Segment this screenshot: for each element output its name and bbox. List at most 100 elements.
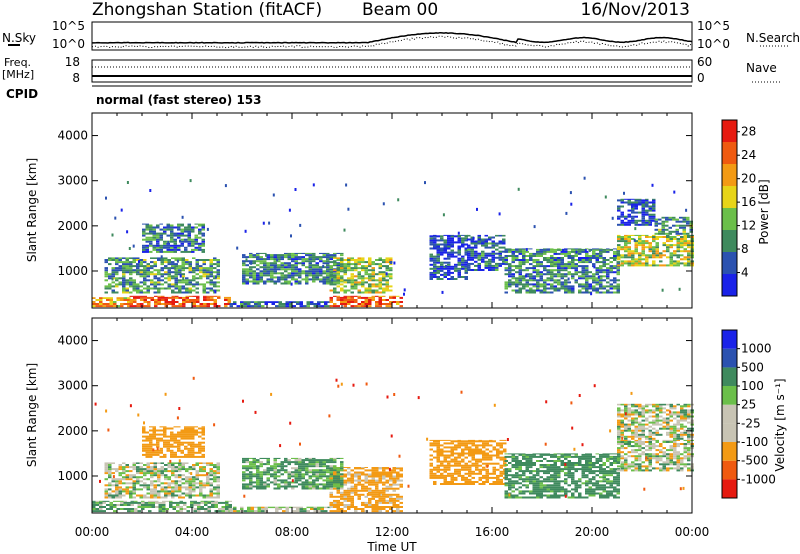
velocity-cell <box>209 474 213 477</box>
velocity-cell <box>399 510 403 513</box>
power-cell <box>280 266 284 269</box>
power-cell <box>666 238 670 240</box>
power-cell <box>122 285 126 288</box>
velocity-cell <box>291 471 295 474</box>
velocity-cell <box>104 492 108 495</box>
velocity-cell <box>132 476 136 479</box>
velocity-cell <box>156 443 160 446</box>
power-cell <box>106 305 110 308</box>
velocity-cell <box>145 437 149 440</box>
power-cell <box>129 263 133 266</box>
velocity-cell <box>170 427 174 430</box>
power-cell <box>174 271 178 274</box>
power-cell <box>185 267 189 270</box>
velocity-cell <box>375 510 379 513</box>
power-cell <box>166 244 170 247</box>
power-cell <box>199 269 203 272</box>
velocity-cell <box>109 504 113 506</box>
power-cell <box>185 277 189 280</box>
power-cell <box>270 256 274 259</box>
velocity-cell <box>192 494 196 497</box>
power-cell <box>609 279 613 282</box>
power-cell <box>578 275 582 278</box>
power-cell <box>638 198 642 200</box>
power-cell <box>450 243 454 246</box>
power-cell <box>111 269 115 272</box>
power-cell <box>389 277 393 280</box>
velocity-cell <box>364 495 368 498</box>
power-colorbar-frame <box>721 119 738 297</box>
power-cell <box>310 301 314 303</box>
velocity-cell <box>485 472 489 475</box>
power-cell <box>280 262 284 265</box>
velocity-cell <box>433 476 437 479</box>
power-cell <box>382 261 386 264</box>
power-cell <box>157 291 161 294</box>
velocity-cell <box>287 459 291 462</box>
velocity-cell <box>536 482 540 485</box>
power-cell <box>298 252 302 254</box>
power-cell <box>312 264 316 267</box>
power-cell <box>178 267 182 270</box>
velocity-cell <box>461 444 465 447</box>
velocity-cell <box>433 440 437 443</box>
power-cell <box>188 263 192 266</box>
power-cell <box>470 240 474 243</box>
power-cell <box>249 274 253 277</box>
power-cell <box>654 222 658 225</box>
power-cell <box>336 282 340 285</box>
velocity-cell <box>536 455 540 458</box>
power-cell <box>574 255 578 257</box>
power-cell <box>287 268 291 271</box>
velocity-cell <box>329 459 333 462</box>
power-cell <box>532 259 536 261</box>
power-cell <box>578 285 582 288</box>
power-cell <box>571 287 575 290</box>
power-cell <box>553 289 557 292</box>
velocity-cell <box>440 454 444 457</box>
power-cell <box>259 260 263 263</box>
power-cell <box>347 257 351 259</box>
velocity-cell <box>132 480 136 483</box>
velocity-cell <box>159 439 163 442</box>
velocity-cell <box>118 480 122 483</box>
velocity-cell <box>145 439 149 442</box>
velocity-cell <box>343 499 347 502</box>
power-cell <box>578 252 582 255</box>
velocity-cell <box>129 486 133 489</box>
power-cell <box>557 257 561 259</box>
power-cell <box>631 254 635 257</box>
velocity-cell <box>496 468 500 471</box>
power-cell <box>122 269 126 272</box>
velocity-cell <box>259 463 263 466</box>
power-cell <box>256 276 260 279</box>
power-cell <box>270 264 274 267</box>
velocity-cell <box>143 478 147 481</box>
power-cell <box>638 219 642 222</box>
power-cell <box>641 213 645 216</box>
velocity-cell <box>319 477 323 480</box>
power-cell <box>504 281 508 284</box>
velocity-cell <box>475 440 479 443</box>
power-cell <box>336 281 340 284</box>
velocity-cell <box>118 496 122 499</box>
velocity-cell <box>392 467 396 468</box>
power-cell <box>153 257 157 259</box>
power-cell <box>153 273 157 276</box>
power-cell <box>242 282 246 285</box>
velocity-cell <box>207 510 211 513</box>
power-cell <box>227 301 231 303</box>
velocity-cell <box>522 455 526 458</box>
power-cell <box>508 250 512 253</box>
power-cell <box>616 289 620 292</box>
power-cell <box>202 289 206 292</box>
power-cell <box>188 281 192 284</box>
power-cell <box>532 275 536 278</box>
power-cell <box>177 248 181 251</box>
power-cell <box>477 266 481 269</box>
power-cell <box>118 277 122 280</box>
velocity-cell <box>256 461 260 464</box>
velocity-cell <box>206 464 210 466</box>
power-cell <box>143 295 147 297</box>
velocity-cell <box>322 487 326 490</box>
